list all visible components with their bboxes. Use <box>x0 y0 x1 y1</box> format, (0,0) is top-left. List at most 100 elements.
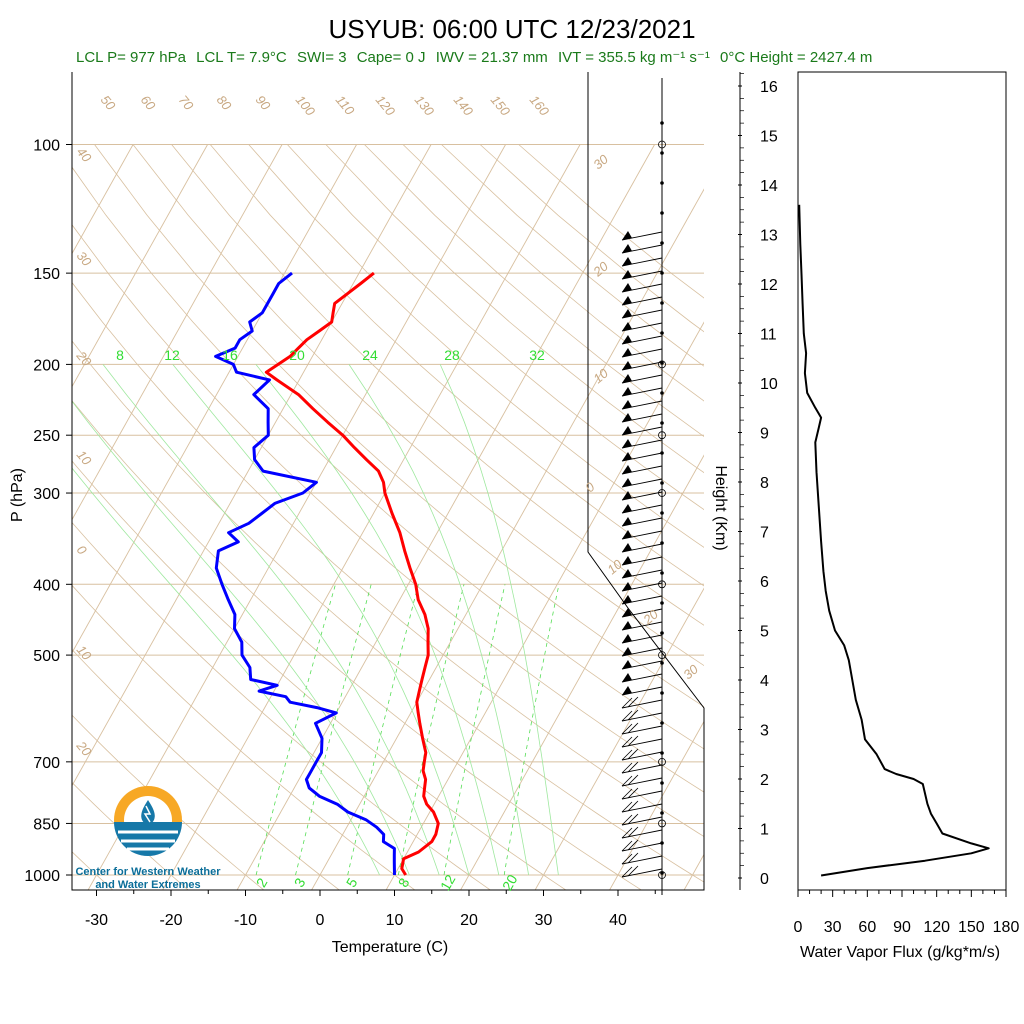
moist-adiabat-line <box>72 400 410 876</box>
barb-dot <box>660 601 664 605</box>
wind-barb <box>621 673 663 683</box>
wind-barb <box>621 813 663 826</box>
logo-water <box>114 822 182 856</box>
mixing-ratio-line <box>397 584 465 876</box>
barb-dot <box>660 781 664 785</box>
logo-line-1: Center for Western Weather <box>75 866 221 878</box>
mixing-ratio-label: 16 <box>222 347 238 363</box>
iwv-value: IWV = 21.37 mm <box>436 49 548 66</box>
wind-barb <box>621 361 663 371</box>
barb-dot <box>660 481 664 485</box>
wind-barb <box>621 283 663 293</box>
isotherm-line <box>72 144 208 388</box>
flux-tick-label: 90 <box>893 919 911 936</box>
wind-barb-feather <box>621 723 633 735</box>
isotherm-line <box>72 144 283 521</box>
wind-barb-pennant <box>622 673 632 682</box>
moist-adiabat-line <box>72 467 380 876</box>
height-tick-label: 9 <box>760 426 769 443</box>
mixing-ratio-label: 12 <box>437 872 459 894</box>
wind-barb <box>621 491 663 501</box>
pressure-tick-label: 150 <box>33 266 60 283</box>
temperature-tick-label: -10 <box>234 912 257 929</box>
wind-barb-pennant <box>622 296 632 305</box>
wind-barb <box>621 530 663 540</box>
wind-barb <box>621 309 663 319</box>
wind-barb <box>621 696 663 709</box>
wind-barb <box>621 439 663 449</box>
wind-barb-feather <box>621 840 633 852</box>
height-tick-label: 14 <box>760 178 778 195</box>
moist-adiabat-label: 20 <box>590 258 612 280</box>
wind-barb-feather <box>627 852 639 864</box>
dry-adiabat-label: 0 <box>74 542 91 558</box>
chart-subtitle: LCL P= 977 hPa LCL T= 7.9°C SWI= 3 Cape=… <box>76 49 872 66</box>
wind-barb <box>621 722 663 735</box>
wind-barb-feather <box>627 865 639 877</box>
dry-adiabat-line <box>72 781 189 890</box>
wind-barb <box>621 621 663 631</box>
wind-barb-feather <box>627 709 639 721</box>
skew-t-frame <box>71 72 705 891</box>
isotherm-label: 80 <box>214 92 235 113</box>
dry-adiabat-line <box>72 340 704 883</box>
flux-y-label: Height (Km) <box>712 465 729 550</box>
wind-barb-pennant <box>622 257 632 266</box>
barb-dot <box>660 181 664 185</box>
mixing-ratio-label: 20 <box>499 872 521 894</box>
height-tick-label: 2 <box>760 772 769 789</box>
dry-adiabat-line <box>72 714 265 890</box>
wind-barb-feather <box>627 735 639 747</box>
barb-dot <box>660 661 664 665</box>
barb-level-circle <box>658 431 666 440</box>
ivt-value: IVT = 355.5 kg m⁻¹ s⁻¹ <box>558 49 710 66</box>
dry-adiabat-line <box>287 144 704 511</box>
wind-barb <box>621 426 663 436</box>
dry-adiabat-line <box>72 224 704 793</box>
height-tick-label: 1 <box>760 822 769 839</box>
dry-adiabat-line <box>171 144 704 626</box>
wind-barb <box>621 647 663 657</box>
flux-tick-label: 120 <box>923 919 950 936</box>
wind-barb-pennant <box>622 582 632 591</box>
temperature-tick-label: 0 <box>316 912 325 929</box>
moist-adiabat-line <box>439 364 559 876</box>
barb-level-circle <box>658 651 666 659</box>
wind-barb-feather <box>627 787 639 799</box>
barb-level-circle <box>658 360 666 369</box>
wind-barb-feather <box>621 736 633 748</box>
height-tick-label: 0 <box>760 871 769 888</box>
wind-barb-feather <box>627 826 639 838</box>
pressure-tick-label: 300 <box>33 486 60 503</box>
isotherm-label: 60 <box>138 92 159 113</box>
flux-tick-label: 180 <box>993 919 1020 936</box>
wind-barb-staff <box>621 530 663 540</box>
wind-barb-pennant <box>622 504 632 513</box>
wind-barb-feather <box>627 800 639 812</box>
wind-barb <box>621 800 663 813</box>
barb-dot <box>660 751 664 755</box>
mixing-ratio-line <box>503 584 560 876</box>
wind-barb-pennant <box>622 465 632 474</box>
wind-barb-staff <box>621 556 663 566</box>
wind-barb <box>621 582 663 592</box>
swi-value: SWI= 3 <box>297 49 347 66</box>
wind-barb-feather <box>621 866 633 878</box>
barb-dot <box>660 331 664 335</box>
wind-barb-pennant <box>622 244 632 253</box>
barb-dot <box>660 811 664 815</box>
isotherm-label: 140 <box>451 92 477 119</box>
wind-barb-pennant <box>622 426 632 435</box>
moist-adiabat-label: 30 <box>590 151 611 172</box>
flux-tick-label: 60 <box>858 919 876 936</box>
water-vapor-flux-line <box>798 204 990 877</box>
mixing-ratio-label: 5 <box>343 875 361 890</box>
moist-adiabat-line <box>102 364 440 876</box>
lcl-p-value: LCL P= 977 hPa <box>76 49 187 66</box>
lcl-t-value: LCL T= 7.9°C <box>196 49 287 66</box>
cw3e-logo: Center for Western Weather and Water Ext… <box>75 786 221 891</box>
mixing-ratio-label: 32 <box>529 347 545 363</box>
barb-dot <box>660 241 664 245</box>
